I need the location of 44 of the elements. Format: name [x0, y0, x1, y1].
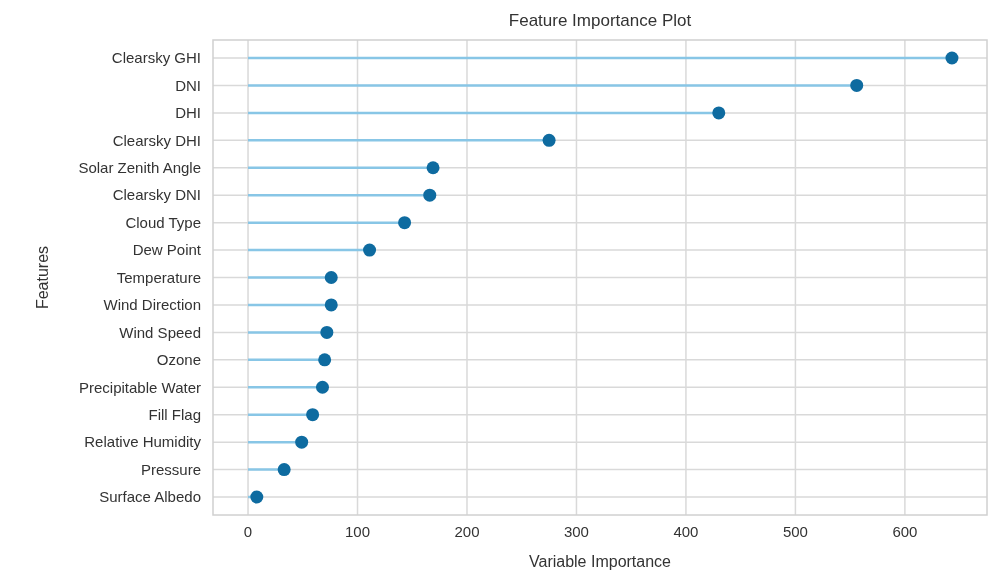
x-tick-label: 100: [344, 523, 371, 540]
y-tick-label: Ozone: [156, 351, 201, 369]
point: [306, 408, 320, 422]
y-tick-label: Precipitable Water: [79, 378, 201, 396]
point: [315, 380, 329, 394]
y-tick-label: Wind Direction: [103, 296, 201, 314]
x-tick-label: 300: [563, 523, 589, 540]
point: [324, 271, 338, 284]
point: [324, 298, 338, 312]
point: [295, 435, 309, 449]
x-axis-title: Variable Importance: [529, 553, 672, 570]
y-axis-title: Features: [34, 245, 51, 310]
y-tick-label: Clearsky DHI: [112, 131, 201, 149]
point: [423, 188, 437, 202]
chart-title: Feature Importance Plot: [508, 11, 692, 30]
point: [318, 353, 332, 367]
point: [320, 325, 334, 339]
y-tick-label: Relative Humidity: [84, 433, 202, 451]
x-tick-label: 400: [673, 523, 699, 540]
x-tick-label: 0: [243, 523, 253, 540]
y-tick-label: DHI: [175, 104, 201, 122]
y-tick-label: Temperature: [116, 268, 201, 286]
y-tick-label: Cloud Type: [125, 213, 201, 231]
point: [277, 463, 291, 477]
y-tick-label: DNI: [175, 76, 201, 94]
point: [945, 51, 959, 65]
point: [712, 106, 726, 120]
y-tick-label: Clearsky GHI: [111, 49, 201, 67]
point: [426, 161, 440, 175]
point: [398, 216, 412, 230]
y-tick-label: Surface Albedo: [99, 488, 201, 506]
y-tick-label: Solar Zenith Angle: [78, 159, 201, 176]
point: [363, 243, 377, 257]
x-tick-label: 500: [782, 523, 808, 540]
y-tick-label: Clearsky DNI: [112, 186, 201, 204]
point: [250, 490, 264, 504]
y-tick-label: Wind Speed: [119, 323, 201, 341]
y-tick-label: Pressure: [140, 460, 201, 478]
y-tick-label: Dew Point: [132, 241, 202, 259]
y-tick-label: Fill Flag: [148, 405, 201, 423]
x-tick-label: 200: [454, 523, 480, 540]
x-tick-label: 600: [892, 523, 918, 540]
point: [542, 133, 556, 147]
point: [850, 78, 864, 92]
